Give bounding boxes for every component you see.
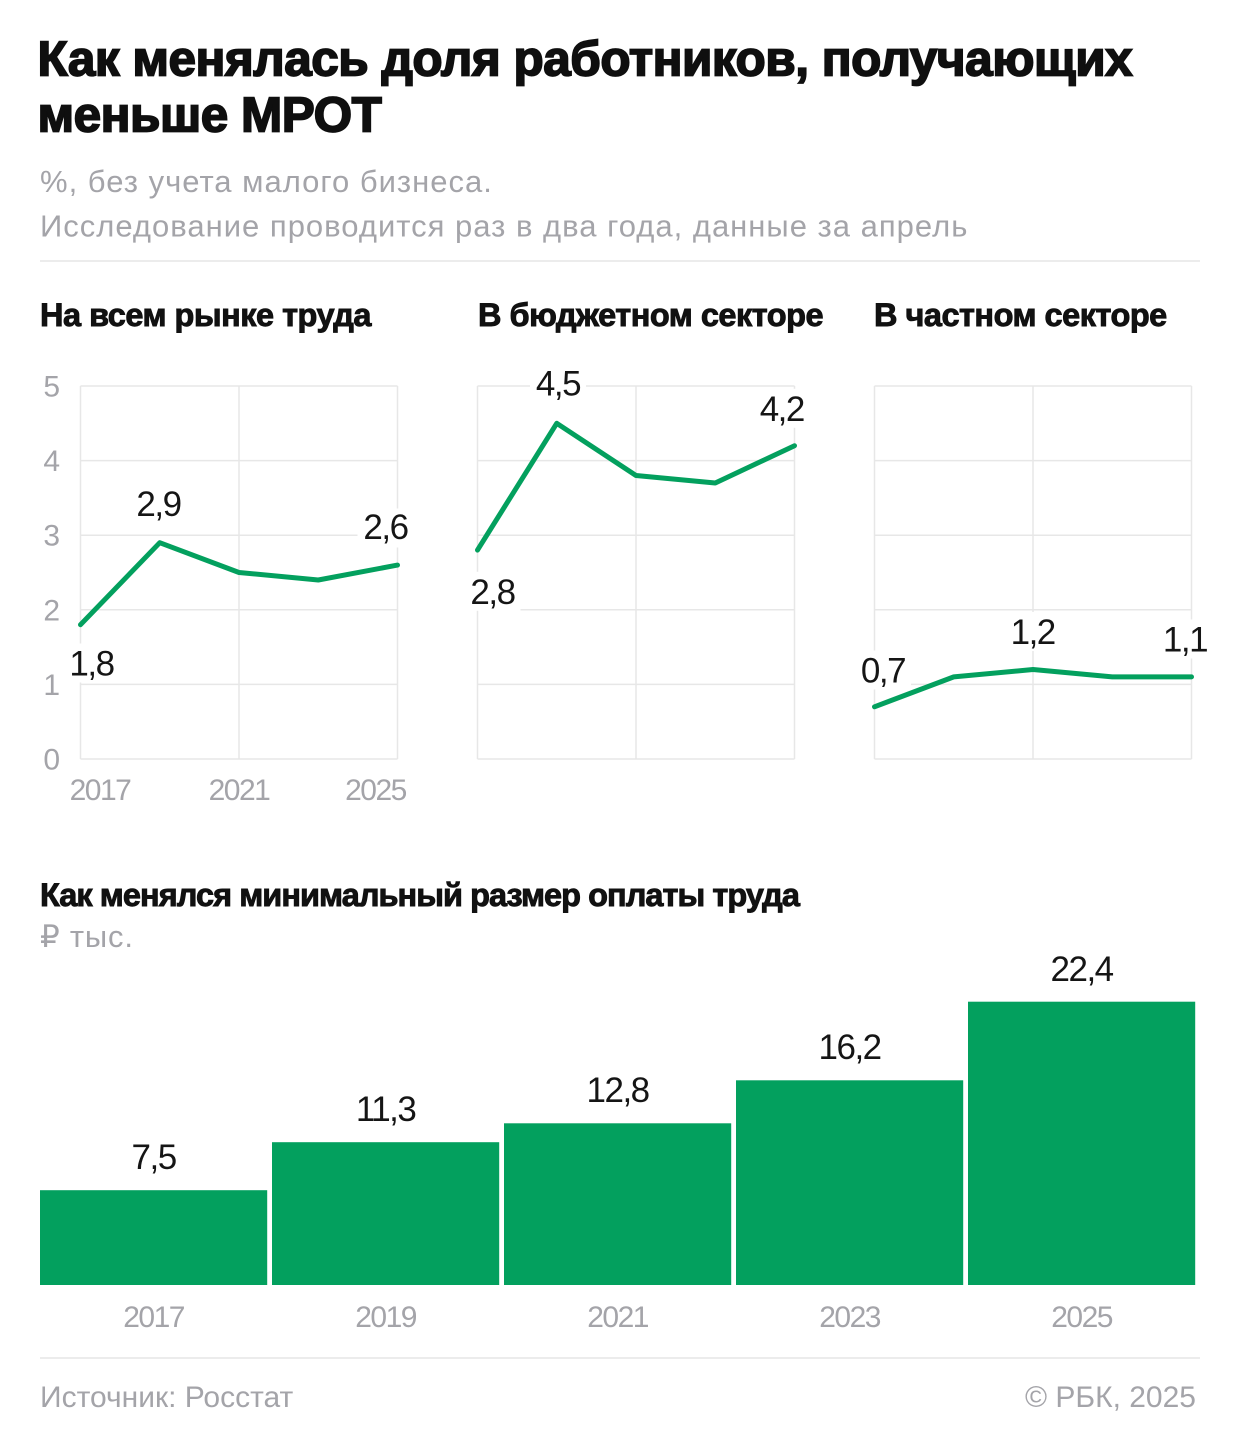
svg-text:5: 5	[43, 371, 60, 404]
svg-text:© РБК, 2025: © РБК, 2025	[1025, 1381, 1196, 1414]
svg-text:1,2: 1,2	[1011, 613, 1055, 652]
svg-text:4,2: 4,2	[760, 390, 804, 429]
svg-text:7,5: 7,5	[132, 1138, 176, 1177]
svg-text:Как менялся минимальный размер: Как менялся минимальный размер оплаты тр…	[40, 877, 801, 913]
svg-text:0,7: 0,7	[861, 652, 905, 691]
svg-text:2019: 2019	[355, 1301, 417, 1334]
svg-text:1: 1	[43, 669, 60, 702]
svg-text:меньше МРОТ: меньше МРОТ	[38, 88, 382, 143]
svg-text:2021: 2021	[587, 1301, 649, 1334]
svg-text:2023: 2023	[819, 1301, 881, 1334]
svg-text:11,3: 11,3	[356, 1090, 416, 1129]
svg-text:На всем рынке труда: На всем рынке труда	[40, 297, 372, 333]
svg-text:Исследование проводится раз в: Исследование проводится раз в два года, …	[40, 209, 968, 244]
svg-text:16,2: 16,2	[819, 1028, 881, 1067]
svg-text:3: 3	[43, 520, 60, 553]
svg-text:2,9: 2,9	[136, 485, 180, 524]
svg-text:Как менялась доля работников,: Как менялась доля работников, получающих	[38, 32, 1134, 87]
svg-text:2025: 2025	[1051, 1301, 1113, 1334]
svg-text:%, без учета малого бизнеса.: %, без учета малого бизнеса.	[40, 164, 493, 199]
svg-text:22,4: 22,4	[1051, 950, 1114, 989]
svg-text:В частном секторе: В частном секторе	[874, 297, 1167, 333]
svg-text:Источник: Росстат: Источник: Росстат	[40, 1381, 294, 1414]
svg-text:2017: 2017	[123, 1301, 185, 1334]
svg-text:2,6: 2,6	[363, 508, 407, 547]
svg-text:В бюджетном секторе: В бюджетном секторе	[478, 297, 823, 333]
svg-text:2017: 2017	[70, 774, 132, 807]
svg-text:2021: 2021	[209, 774, 271, 807]
svg-text:1,8: 1,8	[69, 645, 113, 684]
svg-text:₽ тыс.: ₽ тыс.	[40, 919, 134, 954]
svg-text:4,5: 4,5	[536, 365, 580, 404]
svg-text:0: 0	[43, 744, 60, 777]
svg-text:2: 2	[43, 594, 60, 627]
svg-text:4: 4	[43, 445, 60, 478]
svg-text:2,8: 2,8	[470, 573, 514, 612]
svg-text:2025: 2025	[345, 774, 407, 807]
svg-text:1,1: 1,1	[1163, 621, 1207, 660]
svg-text:12,8: 12,8	[587, 1071, 649, 1110]
